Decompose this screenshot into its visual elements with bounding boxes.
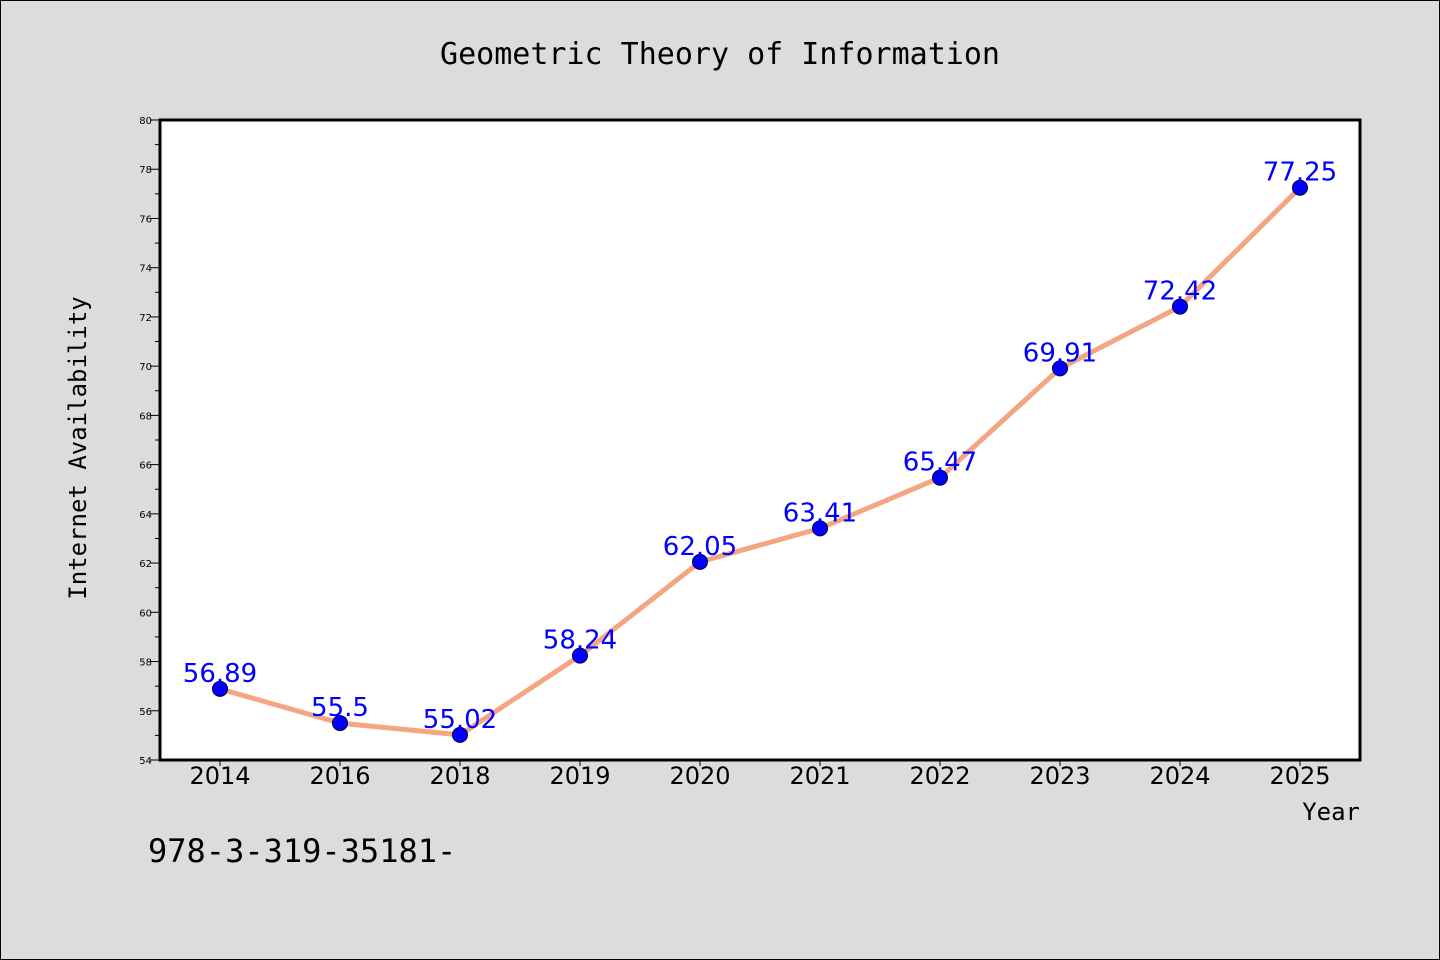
y-tick-label: 78 bbox=[139, 165, 152, 176]
data-point bbox=[812, 520, 828, 537]
chart-title: Geometric Theory of Information bbox=[440, 37, 1000, 72]
y-tick-label: 56 bbox=[139, 707, 152, 718]
data-label: 56.89 bbox=[183, 659, 257, 689]
data-point bbox=[1052, 360, 1068, 377]
x-axis-ticks: 2014 2016 2018 2019 2020 2021 2022 2023 2024 2025 bbox=[189, 760, 1331, 790]
y-tick-label: 58 bbox=[139, 658, 152, 669]
y-axis-label: Internet Availability bbox=[64, 296, 92, 599]
x-tick-label: 2019 bbox=[549, 762, 610, 790]
y-tick-label: 64 bbox=[139, 510, 152, 521]
plot-area bbox=[158, 118, 1362, 762]
data-point bbox=[452, 726, 468, 743]
y-tick-label: 76 bbox=[139, 214, 152, 225]
footer-note: 978-3-319-35181- bbox=[148, 832, 457, 870]
data-point bbox=[572, 647, 588, 664]
data-label: 55.02 bbox=[423, 705, 497, 735]
data-label: 72.42 bbox=[1143, 277, 1217, 307]
y-tick-label: 80 bbox=[139, 116, 152, 127]
y-tick-label: 60 bbox=[139, 608, 152, 619]
data-label: 58.24 bbox=[543, 626, 617, 656]
data-label: 63.41 bbox=[783, 498, 857, 528]
x-tick-label: 2014 bbox=[189, 762, 250, 790]
y-tick-label: 66 bbox=[139, 461, 152, 472]
data-label: 77.25 bbox=[1263, 158, 1337, 188]
y-tick-label: 54 bbox=[139, 756, 152, 767]
series-layer: 56.89 55.5 55.02 58.24 62.05 63.41 65.47 69.91 7… bbox=[183, 158, 1337, 743]
data-point bbox=[692, 553, 708, 570]
data-point bbox=[1292, 179, 1308, 196]
y-tick-label: 62 bbox=[139, 559, 152, 570]
x-tick-label: 2018 bbox=[429, 762, 490, 790]
x-tick-label: 2023 bbox=[1029, 762, 1090, 790]
x-axis-label: Year bbox=[1302, 798, 1360, 826]
y-tick-label: 72 bbox=[139, 313, 152, 324]
data-label: 62.05 bbox=[663, 532, 737, 562]
data-point bbox=[332, 715, 348, 732]
x-tick-label: 2021 bbox=[789, 762, 850, 790]
x-tick-label: 2016 bbox=[309, 762, 370, 790]
x-tick-label: 2025 bbox=[1269, 762, 1330, 790]
data-label: 65.47 bbox=[903, 448, 977, 478]
x-tick-label: 2022 bbox=[909, 762, 970, 790]
data-point bbox=[932, 469, 948, 486]
x-tick-label: 2020 bbox=[669, 762, 730, 790]
x-tick-label: 2024 bbox=[1149, 762, 1210, 790]
data-point bbox=[212, 680, 228, 697]
series-line bbox=[217, 185, 1303, 738]
data-point bbox=[1172, 298, 1188, 315]
y-tick-label: 74 bbox=[139, 264, 152, 275]
y-tick-label: 68 bbox=[139, 411, 152, 422]
y-tick-label: 70 bbox=[139, 362, 152, 373]
data-label: 55.5 bbox=[311, 693, 369, 723]
y-axis-ticks: 54 56 58 60 62 64 66 68 70 72 74 76 78 80 bbox=[139, 116, 160, 767]
data-label: 69.91 bbox=[1023, 338, 1097, 368]
